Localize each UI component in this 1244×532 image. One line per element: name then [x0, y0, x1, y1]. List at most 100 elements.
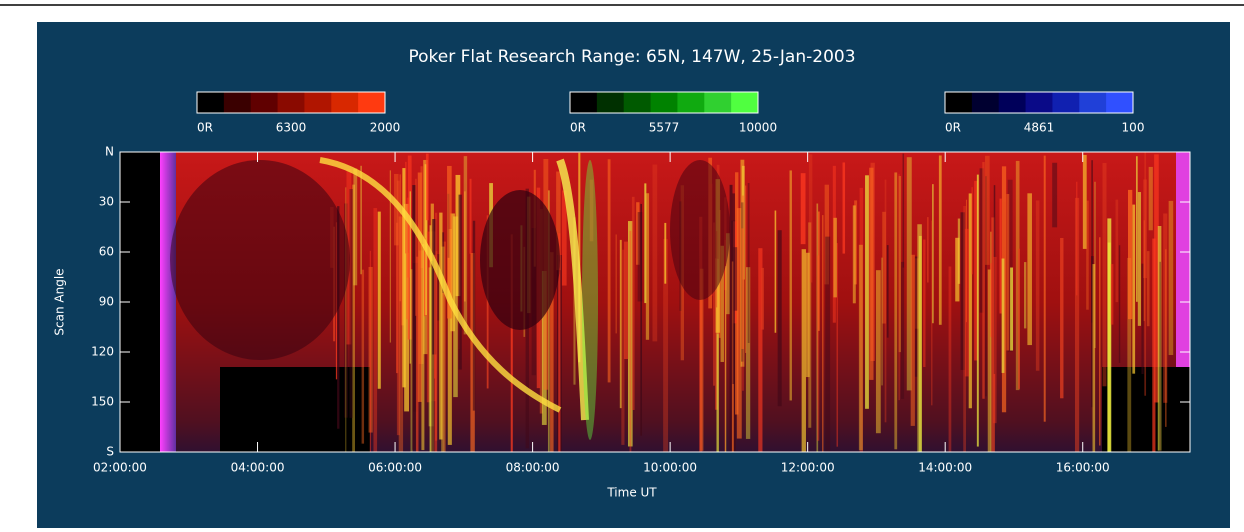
colorbar-min: 0R — [945, 121, 961, 135]
streak — [802, 249, 806, 474]
streak — [373, 208, 377, 486]
y-axis-label: Scan Angle — [53, 268, 67, 335]
colorbar-max: 10000 — [739, 121, 777, 135]
streak — [965, 229, 969, 377]
streak — [939, 155, 942, 324]
streak — [1010, 267, 1013, 350]
streak — [632, 197, 635, 410]
streak — [761, 268, 764, 330]
streak — [405, 162, 407, 254]
streak — [853, 205, 856, 303]
colorbar-name: 6300 — [276, 121, 307, 135]
y-tick-label: 120 — [91, 345, 114, 359]
streak — [1060, 238, 1063, 398]
x-axis-label: Time UT — [606, 486, 657, 500]
streak — [621, 250, 624, 445]
streak — [822, 215, 823, 454]
streak — [349, 189, 352, 418]
x-tick-label: 14:00:00 — [918, 461, 972, 475]
streak — [911, 255, 915, 426]
streak — [1158, 226, 1162, 451]
streak — [1024, 262, 1026, 328]
streak — [923, 240, 925, 368]
streak — [1128, 190, 1132, 319]
streak — [985, 156, 990, 265]
streak — [1149, 167, 1153, 230]
y-tick-label: S — [106, 445, 114, 459]
colorbar-min: 0R — [570, 121, 586, 135]
streak — [859, 245, 863, 450]
streak — [778, 230, 782, 406]
streak — [1138, 192, 1141, 326]
streak — [741, 228, 744, 349]
streak — [825, 237, 830, 479]
colorbar-swatch — [224, 92, 251, 113]
colorbar-swatch — [945, 92, 972, 113]
y-tick-label: 60 — [99, 245, 114, 259]
streak — [400, 174, 401, 301]
streak — [775, 211, 777, 333]
streak — [652, 165, 657, 342]
colorbar-max: 100 — [1122, 121, 1145, 135]
colorbar-name: 4861 — [1024, 121, 1055, 135]
streak — [1144, 152, 1146, 396]
colorbar-swatch — [278, 92, 305, 113]
streak — [370, 251, 371, 482]
colorbar-swatch — [1079, 92, 1106, 113]
streak — [917, 224, 921, 475]
streak — [1083, 155, 1087, 249]
chart: Poker Flat Research Range: 65N, 147W, 25… — [0, 0, 1244, 528]
colorbar-swatch — [731, 92, 758, 113]
streak — [1132, 205, 1135, 374]
streak — [360, 166, 361, 274]
streak — [887, 245, 889, 338]
streak — [624, 242, 628, 359]
colorbar-swatch — [358, 92, 385, 113]
colorbar-swatch — [331, 92, 358, 113]
x-tick-label: 02:00:00 — [93, 461, 147, 475]
streak — [406, 253, 408, 319]
streak — [915, 256, 918, 376]
streak — [640, 204, 642, 436]
chart-title: Poker Flat Research Range: 65N, 147W, 25… — [408, 47, 855, 67]
streak — [833, 218, 837, 298]
streak — [801, 173, 806, 244]
streak — [1136, 156, 1138, 302]
colorbar-swatch — [972, 92, 999, 113]
streak — [988, 269, 991, 470]
streak — [1141, 264, 1143, 374]
streak — [881, 258, 882, 386]
colorbar-swatch — [1052, 92, 1079, 113]
colorbar-swatch — [570, 92, 597, 113]
twilight-edge — [160, 152, 176, 452]
colorbar-min: 0R — [197, 121, 213, 135]
streak — [869, 168, 873, 380]
streak — [732, 193, 734, 384]
colorbar-swatch — [1026, 92, 1053, 113]
x-tick-label: 10:00:00 — [643, 461, 697, 475]
streak — [1027, 193, 1032, 345]
streak — [990, 263, 991, 337]
streak — [353, 169, 357, 286]
streak — [1103, 163, 1107, 386]
streak — [818, 212, 820, 331]
streak — [971, 187, 972, 274]
streak — [1111, 264, 1114, 325]
streak — [790, 170, 792, 400]
y-tick-label: 90 — [99, 295, 114, 309]
streak — [473, 221, 475, 411]
streak — [1119, 245, 1120, 363]
streak — [993, 257, 996, 423]
streak — [903, 154, 904, 268]
colorbar-swatch — [304, 92, 331, 113]
streak — [1076, 182, 1077, 296]
streak — [982, 162, 984, 399]
streak — [932, 184, 933, 323]
x-tick-label: 06:00:00 — [368, 461, 422, 475]
streak — [894, 172, 897, 449]
dark-patch — [170, 160, 350, 360]
streak — [608, 159, 611, 382]
streak — [1086, 201, 1089, 310]
streak — [748, 183, 750, 343]
dark-patch — [670, 160, 730, 300]
